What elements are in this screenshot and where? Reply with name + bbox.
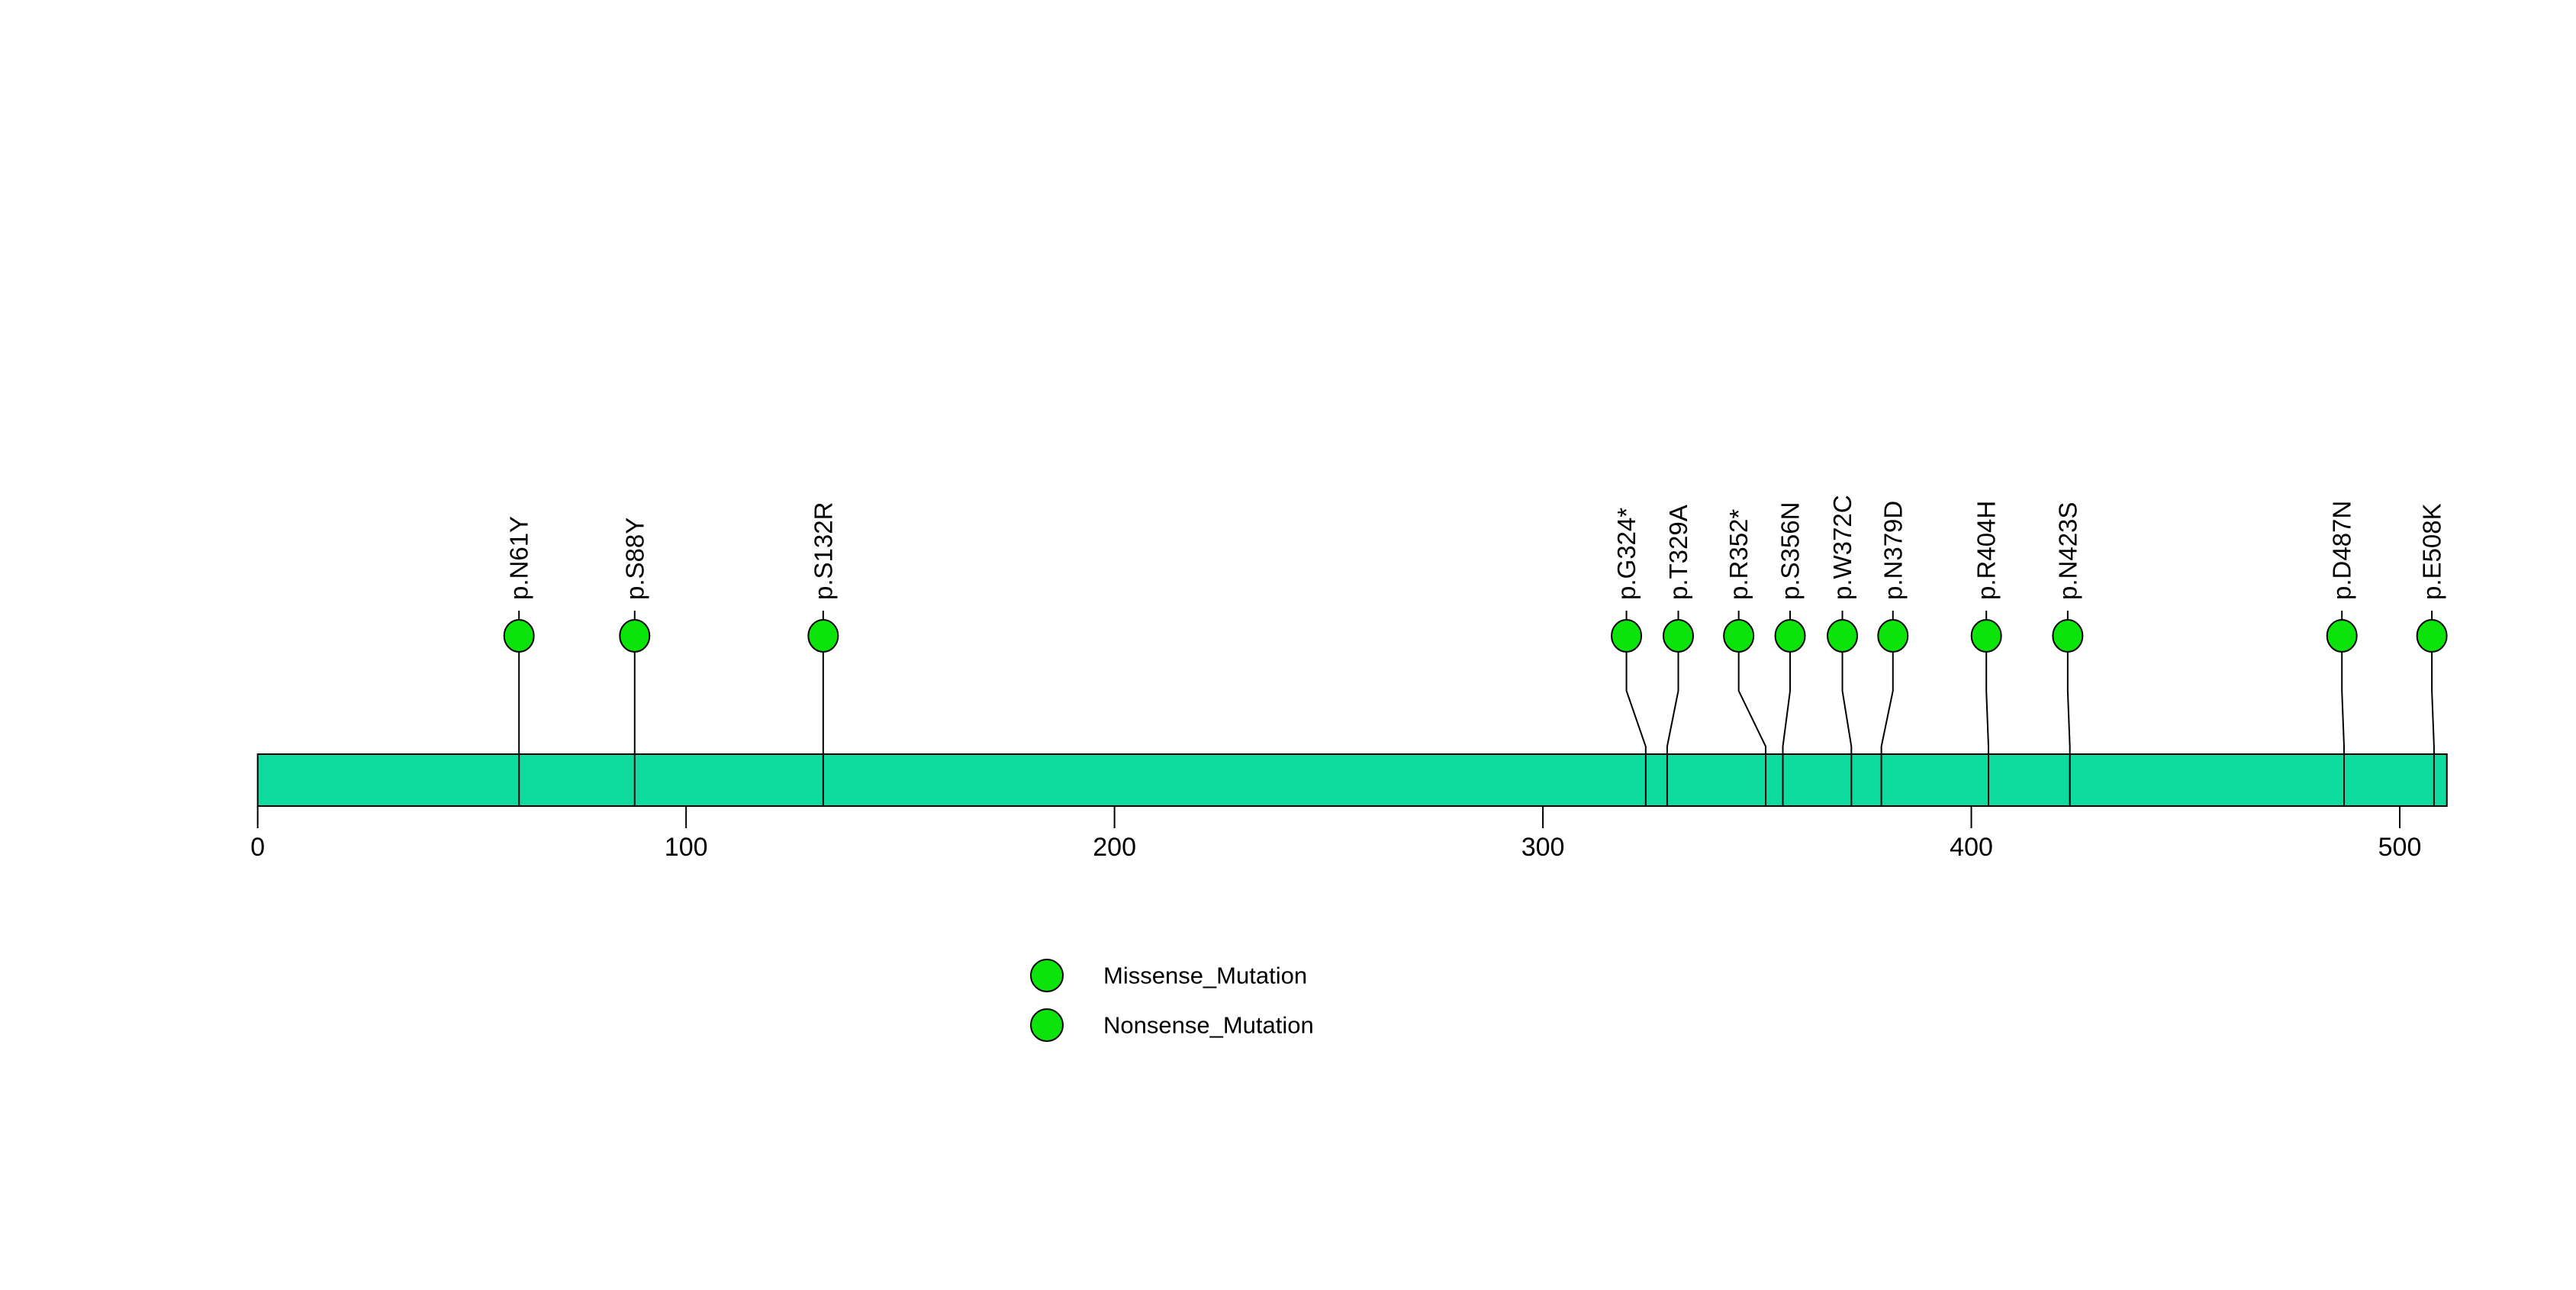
mutation-label: p.S88Y <box>620 518 649 600</box>
axis-tick-label: 200 <box>1093 833 1136 862</box>
legend-swatch-circle <box>1030 959 1064 992</box>
mutation-circle <box>2416 619 2448 653</box>
mutation-circle <box>1877 619 1909 653</box>
mutation-label: p.N379D <box>1879 501 1907 600</box>
axis-tick-label: 400 <box>1950 833 1993 862</box>
mutation-circle <box>2326 619 2358 653</box>
mutation-circle <box>619 619 651 653</box>
axis-tick-label: 500 <box>2378 833 2422 862</box>
axis-tick-label: 0 <box>250 833 265 862</box>
mutation-circle <box>1611 619 1643 653</box>
mutation-circle <box>1827 619 1859 653</box>
mutation-label: p.S356N <box>1776 502 1805 600</box>
legend-label: Missense_Mutation <box>1103 963 1307 989</box>
mutation-circle <box>1723 619 1755 653</box>
mutation-circle <box>503 619 535 653</box>
legend-swatch-circle <box>1030 1008 1064 1042</box>
mutation-label: p.N61Y <box>505 516 533 600</box>
mutation-label: p.T329A <box>1664 505 1692 600</box>
protein-bar <box>256 753 2448 807</box>
mutation-label: p.R352* <box>1724 509 1753 600</box>
mutation-label: p.N423S <box>2053 502 2082 600</box>
mutation-label: p.R404H <box>1972 501 2001 600</box>
mutation-circle <box>2052 619 2084 653</box>
mutation-label: p.D487N <box>2328 501 2356 600</box>
mutation-label: p.S132R <box>809 502 837 600</box>
legend-label: Nonsense_Mutation <box>1103 1012 1314 1039</box>
axis-tick-label: 100 <box>665 833 708 862</box>
mutation-label: p.W372C <box>1828 495 1856 600</box>
mutation-circle <box>807 619 839 653</box>
mutation-circle <box>1663 619 1695 653</box>
mutation-circle <box>1774 619 1806 653</box>
mutation-label: p.G324* <box>1612 508 1641 600</box>
axis-tick-label: 300 <box>1521 833 1565 862</box>
mutation-label: p.E508K <box>2418 503 2446 600</box>
mutation-circle <box>1970 619 2002 653</box>
